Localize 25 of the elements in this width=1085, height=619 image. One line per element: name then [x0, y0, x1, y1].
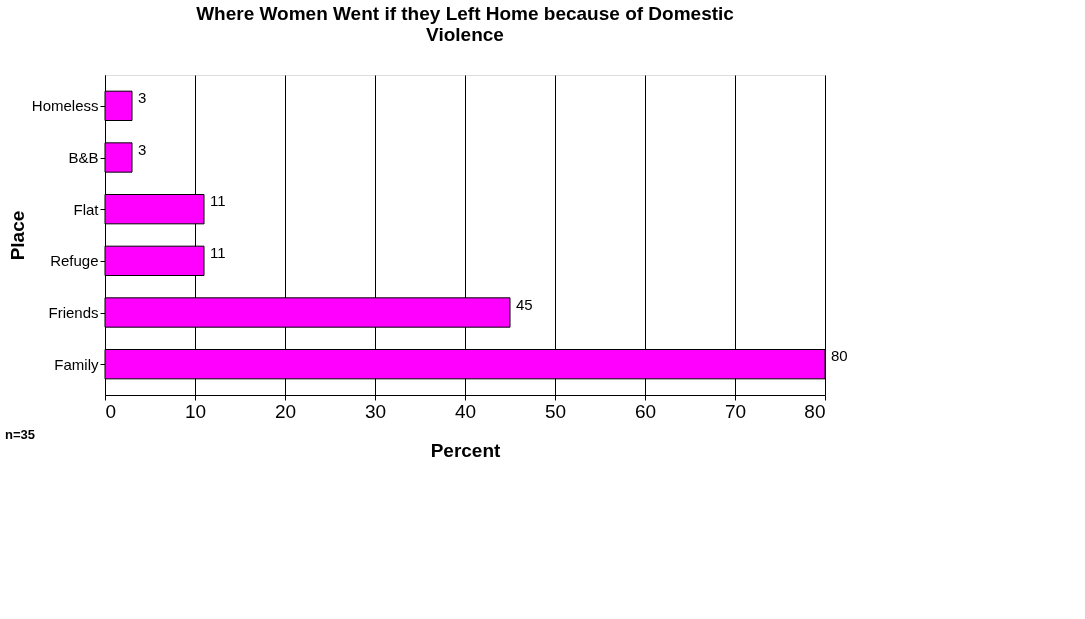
y-tick-label: Homeless: [31, 97, 99, 115]
x-tick-label: 60: [634, 400, 657, 422]
y-tick-label: Friends: [48, 304, 99, 321]
x-tick-label: 0: [105, 400, 117, 422]
data-label: 3: [138, 88, 147, 106]
y-tick-label: Family: [54, 355, 99, 373]
data-label: 11: [210, 243, 226, 261]
text: n=35: [5, 427, 35, 442]
x-tick-label: 20: [274, 400, 297, 422]
x-tick-label: 80: [804, 400, 826, 422]
x-tick-label: 50: [544, 400, 567, 422]
x-tick-label: 30: [364, 400, 387, 422]
x-tick-label: 70: [724, 400, 747, 422]
y-tick-label: Refuge: [50, 252, 99, 270]
data-label: 45: [516, 295, 533, 313]
x-tick-label: 10: [184, 400, 207, 422]
y-tick-label: B&B: [68, 149, 99, 166]
y-axis-title: Place: [6, 210, 28, 261]
x-tick-label: 40: [454, 400, 477, 422]
data-label: 11: [210, 192, 226, 210]
data-label: 80: [831, 347, 848, 365]
x-axis-title: Percent: [430, 439, 502, 461]
y-tick-label: Flat: [73, 200, 100, 218]
data-label: 3: [138, 140, 147, 158]
chart-title: Where Women Went if they Left Home because of Domestic Violence: [196, 3, 735, 45]
